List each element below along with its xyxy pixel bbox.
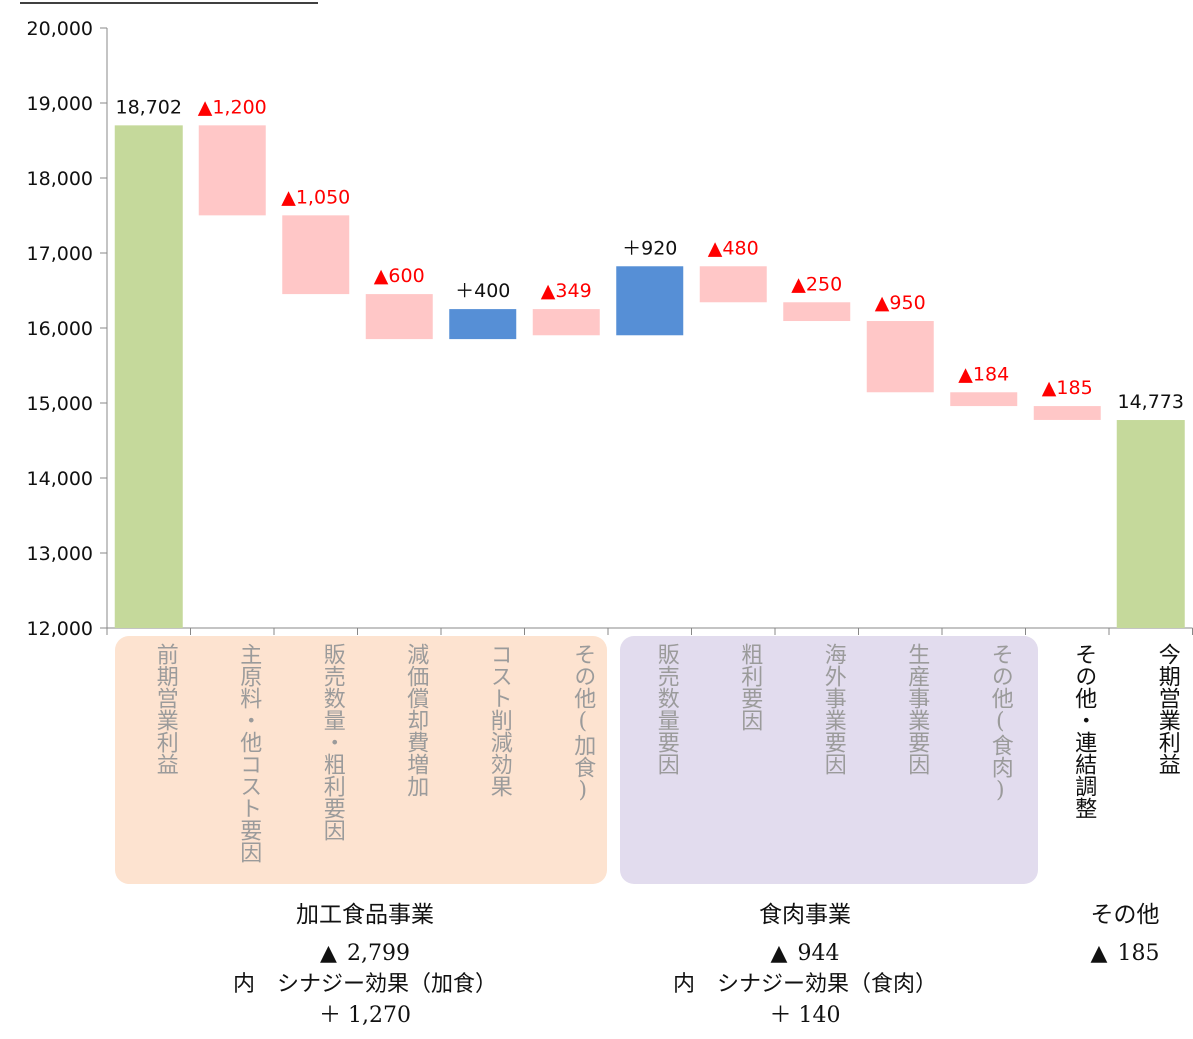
bar-decrease [950, 392, 1018, 407]
bar-decrease [365, 294, 433, 340]
group-name: 食肉事業 [759, 902, 851, 928]
synergy-value: ＋ 140 [769, 1003, 841, 1028]
category-label: 生産事業要因 [904, 643, 930, 775]
data-label: ▲1,050 [281, 186, 350, 208]
bar-decrease [282, 215, 350, 295]
y-tick-label: 17,000 [27, 243, 93, 265]
data-label: ▲349 [541, 280, 592, 302]
data-label: ▲184 [958, 363, 1009, 385]
category-label: 海外事業要因 [820, 643, 846, 775]
category-label: 粗利要因 [737, 643, 763, 731]
data-label: ＋920 [622, 237, 677, 259]
group-summary-fresh-meats: 食肉事業 ▲ 944 内 シナジー効果（食肉） ＋ 140 [640, 892, 970, 1031]
group-total: ▲ 944 [770, 941, 840, 966]
group-total: ▲ 2,799 [320, 941, 410, 966]
waterfall-chart: 12,000 13,000 14,000 15,000 16,000 17,000 18,0… [20, 2, 1193, 640]
category-label: その他(食肉) [987, 643, 1013, 803]
y-tick-label: 19,000 [27, 93, 93, 115]
category-label: 販売数量要因 [653, 643, 679, 775]
bar-increase [616, 266, 684, 336]
category-label: コスト削減効果 [486, 643, 512, 797]
group-name: 加工食品事業 [296, 902, 434, 928]
y-tick-label: 20,000 [27, 18, 93, 40]
group-box-processed-foods [115, 636, 607, 884]
category-label: その他・連結調整 [1071, 643, 1097, 819]
category-label: 販売数量・粗利要因 [319, 643, 345, 841]
data-label: ▲250 [791, 273, 842, 295]
bar-decrease [198, 125, 266, 216]
bar-total [114, 125, 183, 628]
data-label: ▲480 [708, 237, 759, 259]
data-label: 14,773 [1118, 391, 1184, 413]
data-label: ＋400 [455, 280, 510, 302]
data-label: ▲950 [875, 292, 926, 314]
y-tick-label: 15,000 [27, 393, 93, 415]
group-summary-processed-foods: 加工食品事業 ▲ 2,799 内 シナジー効果（加食） ＋ 1,270 [200, 892, 530, 1031]
bar-decrease [1033, 406, 1101, 420]
data-label: 18,702 [116, 96, 182, 118]
category-label: 今期営業利益 [1154, 643, 1180, 775]
synergy-value: ＋ 1,270 [319, 1003, 411, 1028]
y-tick-label: 16,000 [27, 318, 93, 340]
data-label: ▲185 [1042, 377, 1093, 399]
category-label: 減価償却費増加 [403, 643, 429, 797]
group-box-fresh-meats [620, 636, 1038, 884]
y-tick-label: 12,000 [27, 618, 93, 640]
group-total: ▲ 185 [1090, 941, 1160, 966]
bar-decrease [532, 309, 600, 336]
y-tick-label: 14,000 [27, 468, 93, 490]
category-label: 主原料・他コスト要因 [236, 643, 262, 863]
synergy-label: 内 シナジー効果（加食） [232, 972, 497, 997]
group-name: その他 [1090, 902, 1160, 928]
category-label: その他(加食) [570, 643, 596, 803]
y-tick-label: 18,000 [27, 168, 93, 190]
synergy-label: 内 シナジー効果（食肉） [672, 972, 937, 997]
data-label: ▲600 [374, 265, 425, 287]
bar-decrease [699, 266, 767, 303]
bar-increase [449, 309, 517, 340]
y-tick-label: 13,000 [27, 543, 93, 565]
group-summary-other: その他 ▲ 185 [1060, 892, 1190, 969]
bar-decrease [866, 321, 934, 393]
bar-decrease [783, 302, 851, 322]
bar-total [1116, 420, 1185, 628]
category-label: 前期営業利益 [152, 643, 178, 775]
data-label: ▲1,200 [198, 96, 267, 118]
